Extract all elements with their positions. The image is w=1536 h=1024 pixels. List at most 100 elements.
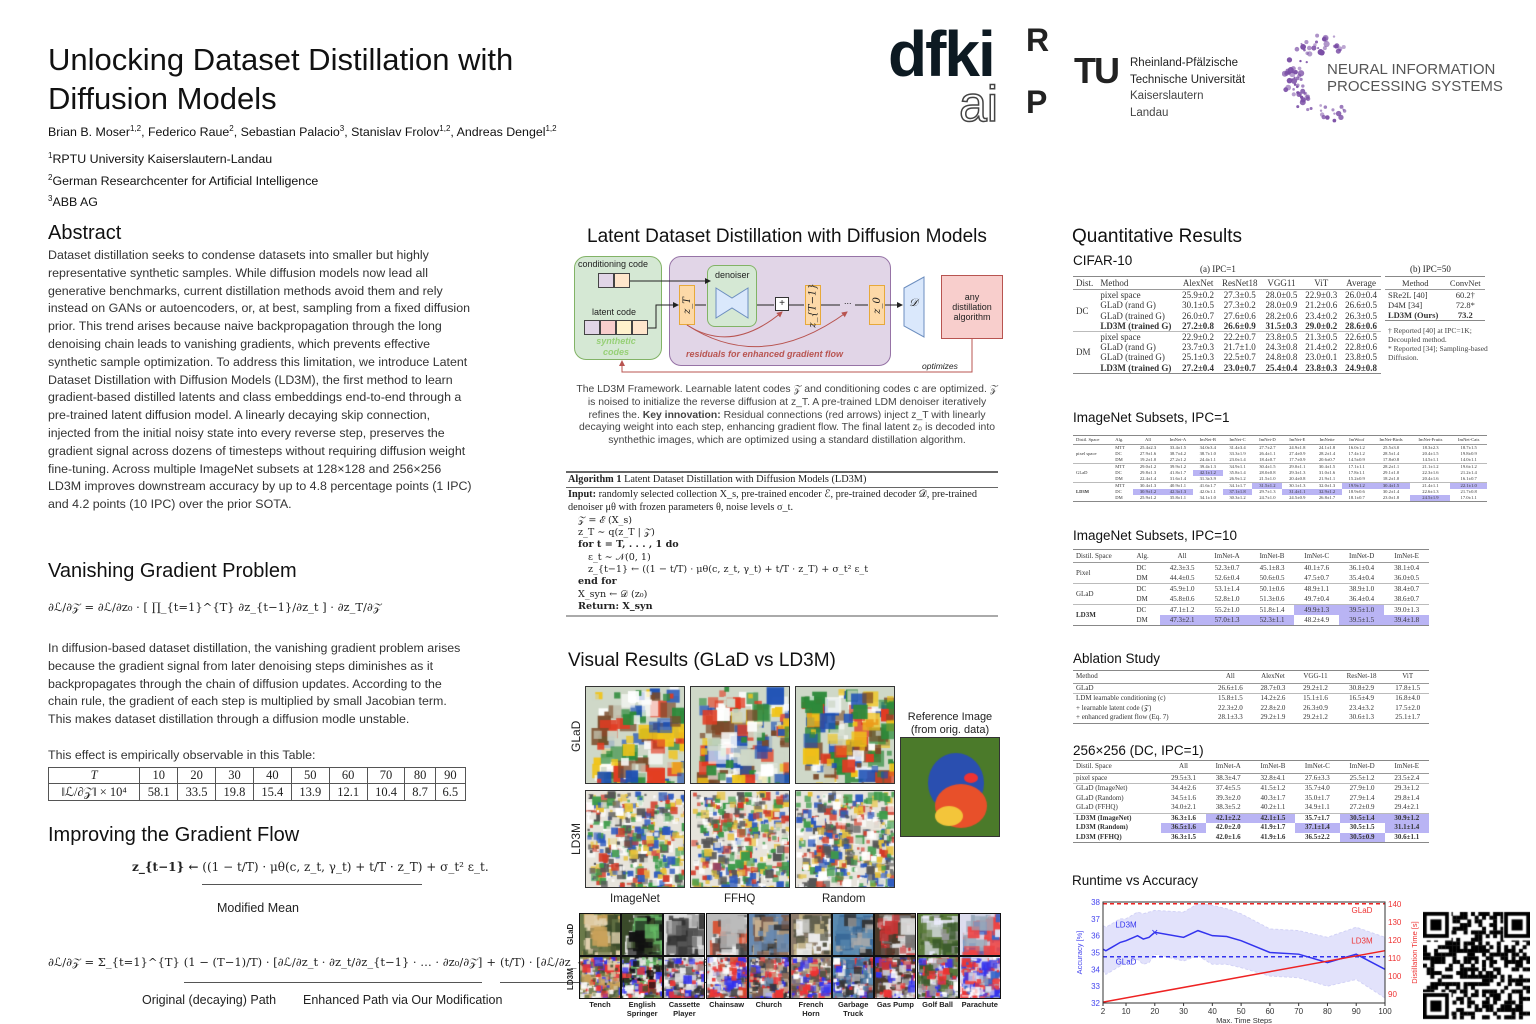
- table-cell: 30.4±1.5: [1312, 463, 1342, 470]
- table-row: DC pixel space 25.9±0.2 27.3±0.5 28.0±0.5 22.…: [1073, 290, 1381, 315]
- table-cell: 21.7±1.0: [1223, 342, 1256, 353]
- ld3m-accuracy-band: [1102, 903, 1386, 999]
- column-header: ConvNet: [1445, 276, 1485, 290]
- table-cell: 39.3±2.0: [1215, 793, 1241, 802]
- table-row: pixel space 29.5±3.1 38.3±4.7 32.8±4.1 27.6±…: [1073, 773, 1429, 784]
- table-cell: 31.4±3.4: [1229, 445, 1246, 450]
- table-cell: 10: [139, 767, 179, 784]
- y2-tick-label: 120: [1388, 936, 1402, 945]
- table-cell: 23.0±1.8: [1382, 495, 1400, 500]
- table-cell: 47.1±1.2: [1159, 604, 1205, 615]
- table-cell: 26.6±0.5: [1345, 300, 1378, 311]
- author-sup: 1,2: [545, 124, 557, 133]
- table-cell: 22.9±0.3: [1305, 290, 1338, 301]
- cifar-a-caption: (a) IPC=1: [1200, 264, 1236, 274]
- row-label: LD3M (trained G): [1100, 320, 1172, 331]
- qr-code[interactable]: [1423, 910, 1530, 1020]
- affiliation-sup: 2: [48, 172, 53, 182]
- ellipsis: ...: [844, 296, 852, 306]
- table-cell: 17.8±0.8: [1382, 457, 1400, 462]
- group-label: GLaD: [1073, 583, 1134, 605]
- table-cell: 27.9±1.6: [1139, 451, 1157, 456]
- table-cell: 34.0±3.4: [1199, 445, 1216, 450]
- visual-heading: Visual Results (GLaD vs LD3M): [568, 650, 836, 671]
- column-header: ImNet-C: [1295, 760, 1340, 774]
- author: Federico Raue2: [147, 124, 234, 140]
- row-label: GLaD (trained G): [1100, 352, 1165, 363]
- strip-label-glad: GLaD: [566, 923, 575, 945]
- table-row: T 10 20 30 40 50 60 70 80 90: [47, 767, 467, 784]
- table-cell: 17.1±1.1: [1341, 463, 1372, 470]
- algorithm-line: X_syn ← 𝒟 (z₀): [578, 588, 648, 600]
- table-cell: 27.2±0.9: [1349, 803, 1375, 811]
- row-label: LD3M (trained G): [1100, 362, 1172, 373]
- table-cell: 30.4±1.5: [1252, 463, 1283, 470]
- table-cell: 29.4±2.1: [1394, 803, 1420, 811]
- x-tick-label: 2: [1101, 1007, 1106, 1016]
- table-row: LDM learnable conditioning (c) 15.8±1.5 14…: [1073, 693, 1429, 704]
- table-cell: 36.0±0.5: [1394, 574, 1420, 582]
- row-label: GLaD: [1076, 683, 1094, 692]
- table-cell: 6.5: [434, 783, 467, 801]
- group-label: LD3M: [1073, 482, 1113, 502]
- table-cell: 21.4±0.2: [1305, 342, 1338, 353]
- table-cell: 18.4±0.7: [1259, 457, 1276, 462]
- table-cell: 37.1±1.4: [1295, 823, 1340, 833]
- table-cell: 25.9±0.2: [1182, 290, 1215, 301]
- row-label: LDM learnable conditioning (c): [1073, 693, 1210, 704]
- table-cell: 34.4±2.6: [1161, 783, 1206, 794]
- res256-heading: 256×256 (DC, IPC=1): [1073, 743, 1204, 758]
- row-label: + learnable latent code (𝒵): [1076, 703, 1152, 712]
- table-row: LD3M (FFHQ) 36.3±1.5 42.0±1.6 41.9±1.6 36.5±…: [1073, 832, 1429, 843]
- table-row: + learnable latent code (𝒵) 22.3±2.0 22.8±…: [1073, 704, 1429, 714]
- table-row: + enhanced gradient flow (Eq. 7) 28.1±3.3…: [1073, 713, 1429, 723]
- table-cell: 35.8±1.4: [1229, 470, 1246, 475]
- series-ld3m-time-line: [1102, 949, 1386, 1003]
- gradient-norm-table: T 10 20 30 40 50 60 70 80 90 ‖ℒ/∂𝒵‖ × 10⁴ 58.1 33.5 1…: [47, 767, 467, 801]
- glad-sample-image: [958, 913, 1001, 956]
- glad-imagenet-image: [585, 686, 685, 784]
- author-list: Brian B. Moser1,2, Federico Raue2, Sebas…: [48, 124, 557, 140]
- table-cell: 50.6±0.5: [1259, 574, 1285, 582]
- table-cell: 19.6±1.2: [1450, 463, 1487, 470]
- reference-label: Reference Image (from orig. data): [902, 711, 998, 737]
- column-header: ImNet-Cats: [1450, 435, 1487, 445]
- table-cell: 27.7±2.7: [1259, 445, 1276, 450]
- table-cell: 24.8±0.8: [1265, 352, 1298, 363]
- neurips-line: NEURAL INFORMATION: [1327, 61, 1496, 78]
- rptu-letter: R: [1026, 22, 1050, 58]
- author-name: Federico Raue: [147, 125, 230, 140]
- glad-sample-image: [747, 913, 790, 956]
- eq2-original-path: (1 − (T−1)/T) · [∂ℒ/∂z_t · ∂z_t/∂z_{t−1}…: [183, 955, 483, 983]
- dfki-logo-ai: ai: [958, 76, 998, 132]
- table-row: GLaD (rand G) 30.1±0.5 27.3±0.2 28.0±0.9 21.…: [1073, 300, 1381, 310]
- table-cell: 34.9±1.1: [1304, 803, 1330, 811]
- table-cell: 26.8±1.7: [1318, 495, 1336, 500]
- table-row: GLaD MTT 29.0±1.2 39.9±1.2 39.4±1.3 34.9±1.1 3…: [1073, 463, 1487, 483]
- table-cell: 45.8±0.6: [1169, 595, 1195, 603]
- ld3m-random-image: [795, 790, 895, 888]
- ld3m-sample-image: [874, 956, 917, 999]
- table-cell: 18.1±0.7: [1348, 495, 1365, 500]
- column-header: ImNet-D: [1339, 549, 1385, 563]
- table-cell: 27.3±0.5: [1223, 290, 1256, 301]
- row-label: GLaD (ImageNet): [1073, 783, 1162, 794]
- table-cell: 13.9: [290, 783, 330, 801]
- table-cell: 25.1±1.7: [1395, 713, 1421, 721]
- table-row: GLaD DC 45.9±1.0 53.1±1.4 50.1±0.6 48.9±1.1 38…: [1073, 583, 1429, 605]
- column-header: ImNet-A: [1205, 760, 1251, 774]
- table-note: * Reported [34]; Sampling-based Diffusio…: [1388, 344, 1488, 362]
- table-cell: 34.9±1.1: [1222, 463, 1253, 470]
- affiliation-list: 1RPTU University Kaiserslautern-Landau 2G…: [48, 147, 318, 212]
- poster-title: Unlocking Dataset Distillation with Diff…: [48, 40, 513, 118]
- table-cell: 14.0±1.1: [1460, 457, 1477, 462]
- table-cell: 21.4±1.1: [1410, 482, 1451, 489]
- row-label: GLaD (rand G): [1100, 342, 1156, 353]
- rptu-line: Kaiserslautern: [1130, 90, 1204, 102]
- table-cell: 58.1: [139, 783, 179, 801]
- table-cell: 31.5±0.3: [1265, 320, 1298, 331]
- x-tick-label: 60: [1265, 1007, 1274, 1016]
- table-row: DM 45.8±0.6 52.8±1.0 51.3±0.6 49.7±0.4 36.4±0…: [1073, 594, 1429, 605]
- table-cell: 21.2±1.4: [1460, 470, 1477, 475]
- table-cell: 22.1±1.0: [1450, 482, 1487, 489]
